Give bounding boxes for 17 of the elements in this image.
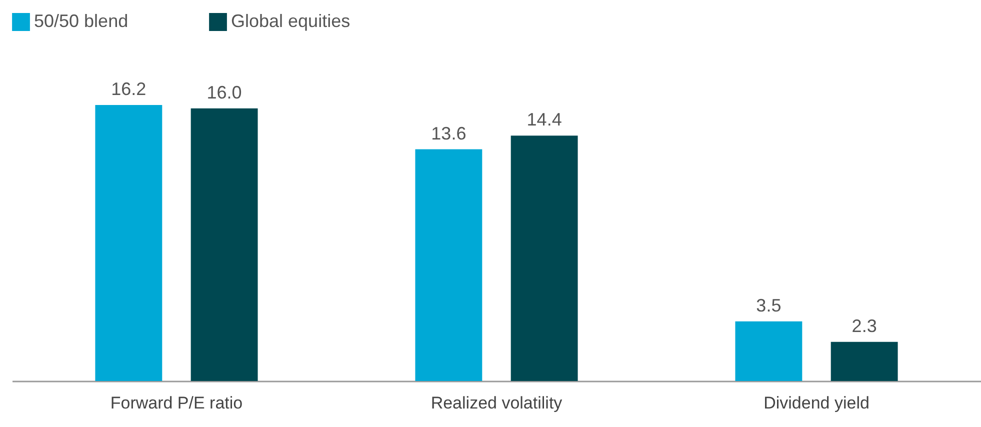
bar	[510, 136, 578, 381]
data-label: 14.4	[526, 110, 562, 130]
data-label: 16.2	[111, 79, 146, 99]
data-label: 2.3	[852, 316, 877, 336]
bar	[190, 108, 258, 381]
data-label: 16.0	[206, 82, 242, 102]
legend-label: Global equities	[231, 11, 350, 31]
data-label: 13.6	[431, 123, 466, 144]
x-tick-label: Realized volatility	[430, 394, 563, 412]
bar	[830, 342, 898, 381]
bar	[95, 105, 162, 381]
x-tick-label: Forward P/E ratio	[110, 394, 243, 412]
legend-label: 50/50 blend	[34, 11, 128, 31]
bar	[415, 149, 482, 381]
bar	[735, 321, 802, 381]
data-label: 3.5	[756, 295, 782, 316]
x-tick-label: Dividend yield	[764, 394, 870, 412]
